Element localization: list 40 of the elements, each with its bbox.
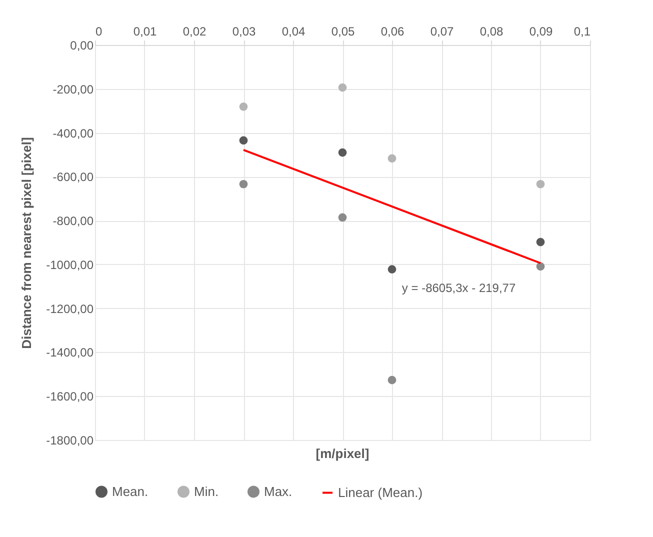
y-tick-label: -1600,00: [46, 390, 94, 404]
legend-label: Max.: [264, 484, 292, 499]
y-tick-label: -600,00: [52, 170, 94, 184]
y-tick-label: -200,00: [52, 82, 94, 96]
y-tick-label: -1000,00: [46, 258, 94, 272]
x-tick-label: 0,08: [480, 24, 504, 38]
point: [536, 238, 545, 246]
x-tick-label: 0,01: [133, 24, 157, 38]
y-tick-label: -1400,00: [46, 346, 94, 360]
point: [388, 376, 396, 384]
x-tick-label: 0,05: [331, 24, 355, 38]
point: [388, 265, 396, 274]
x-tick-label: 0,09: [529, 24, 553, 38]
y-tick-label: -800,00: [52, 214, 94, 228]
point: [388, 154, 396, 163]
legend-label: Linear (Mean.): [338, 484, 423, 500]
x-tick-label: 0,07: [430, 24, 454, 38]
x-tick-label: 0,02: [182, 24, 206, 38]
point: [338, 213, 347, 222]
x-axis-title: [m/pixel]: [316, 446, 370, 461]
legend-label: Min.: [194, 484, 219, 499]
point: [338, 83, 347, 92]
x-tick-label: 0,1: [574, 24, 591, 38]
point: [536, 180, 545, 188]
x-tick-label: 0,06: [380, 24, 404, 38]
point: [239, 180, 248, 188]
x-tick-label: 0,03: [232, 24, 256, 38]
point: [536, 262, 545, 271]
y-tick-label: -400,00: [52, 126, 94, 140]
point: [239, 136, 248, 145]
y-tick-label: -1200,00: [46, 302, 94, 316]
annotation: y = -8605,3x - 219,77: [402, 280, 516, 295]
x-tick-label: 0,04: [282, 24, 306, 38]
y-tick-label: 0,00: [70, 38, 94, 52]
y-axis-title: Distance from nearest pixel [pixel]: [19, 137, 34, 349]
y-tick-label: -1800,00: [46, 434, 94, 448]
legend-label: Mean.: [112, 484, 148, 499]
point: [338, 148, 347, 157]
point: [239, 102, 248, 111]
x-tick-label: 0: [96, 24, 102, 38]
